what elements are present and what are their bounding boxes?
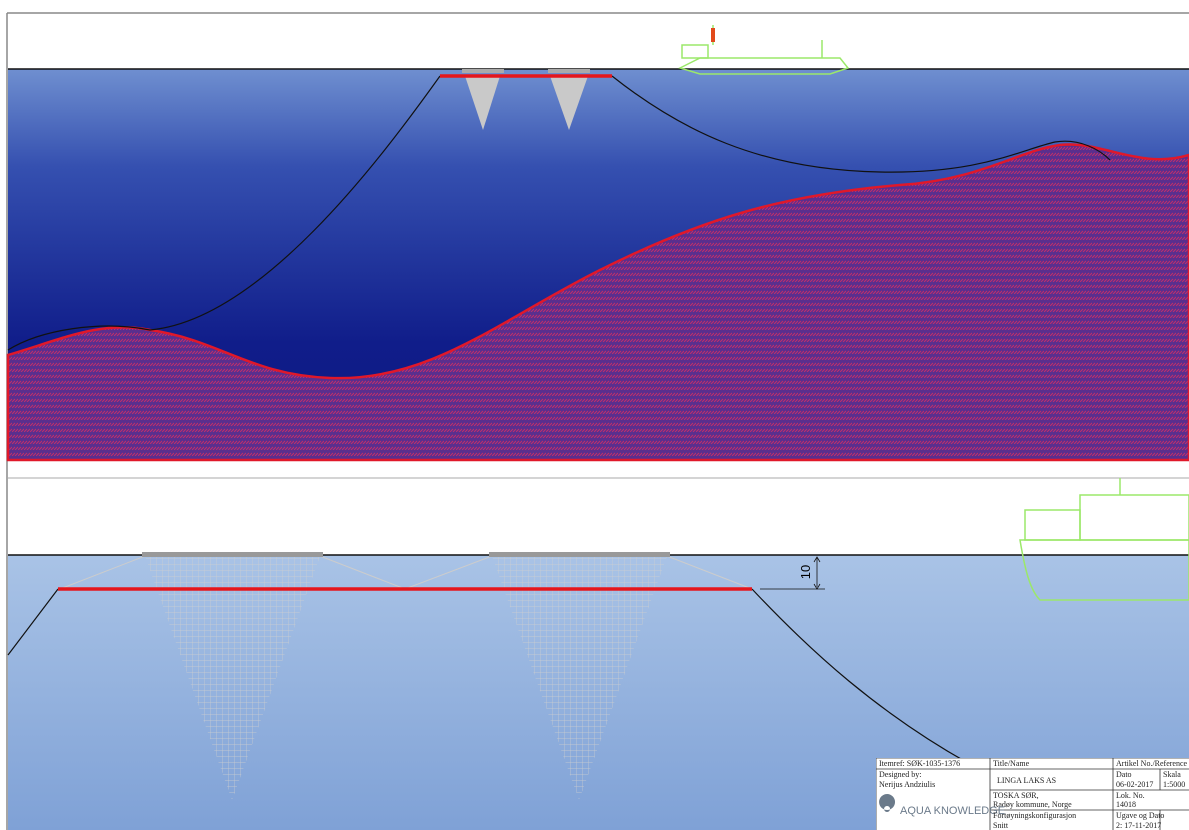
mooring-line bbox=[7, 75, 441, 351]
cage bbox=[548, 69, 590, 73]
seabed bbox=[6, 143, 1189, 462]
title-block-lines bbox=[876, 758, 1189, 830]
mooring-line bbox=[7, 588, 59, 656]
itemref: Itemref: SØK-1035-1376 bbox=[879, 759, 960, 768]
designer: Nerijus Andziulis bbox=[879, 780, 935, 789]
issue: 2: 17-11-2017 bbox=[1116, 821, 1161, 830]
date: 06-02-2017 bbox=[1116, 780, 1153, 789]
bottom-section: 10 bbox=[7, 478, 1189, 830]
scale: 1:5000 bbox=[1163, 780, 1185, 789]
cage-net bbox=[492, 556, 667, 800]
location-line1: TOSKA SØR, bbox=[993, 791, 1039, 800]
dimension-label: 10 bbox=[798, 565, 813, 579]
scale-label: Skala bbox=[1163, 770, 1181, 779]
mooring-line bbox=[611, 75, 1111, 173]
config-line1: Fortøyningskonfigurasjon bbox=[993, 811, 1076, 820]
title-block: Itemref: SØK-1035-1376 Title/Name Artike… bbox=[876, 758, 1189, 830]
designed-by-label: Designed by: bbox=[879, 770, 921, 779]
cage-net bbox=[465, 76, 500, 130]
top-section bbox=[6, 25, 1189, 462]
title-block-bg bbox=[876, 758, 1189, 830]
reference-header: Artikel No./Reference bbox=[1116, 759, 1188, 768]
cage bbox=[462, 69, 504, 73]
title-header: Title/Name bbox=[993, 759, 1030, 768]
cage-net bbox=[550, 76, 588, 130]
issue-label: Ugave og Dato bbox=[1116, 811, 1164, 820]
project-title: LINGA LAKS AS bbox=[997, 776, 1056, 785]
vessel bbox=[1019, 478, 1189, 601]
cage-net bbox=[145, 556, 320, 800]
vessel bbox=[677, 25, 850, 75]
lok: 14018 bbox=[1116, 800, 1136, 809]
date-label: Dato bbox=[1116, 770, 1132, 779]
config-line2: Snitt bbox=[993, 821, 1009, 830]
cage bbox=[489, 552, 670, 557]
company: AQUA KNOWLEDGE bbox=[900, 805, 1005, 817]
crane bbox=[711, 28, 715, 42]
dimension bbox=[760, 554, 825, 590]
location-line2: Radøy kommune, Norge bbox=[993, 800, 1072, 809]
cage bbox=[142, 552, 323, 557]
lok-label: Lok. No. bbox=[1116, 791, 1145, 800]
logo bbox=[879, 794, 896, 812]
